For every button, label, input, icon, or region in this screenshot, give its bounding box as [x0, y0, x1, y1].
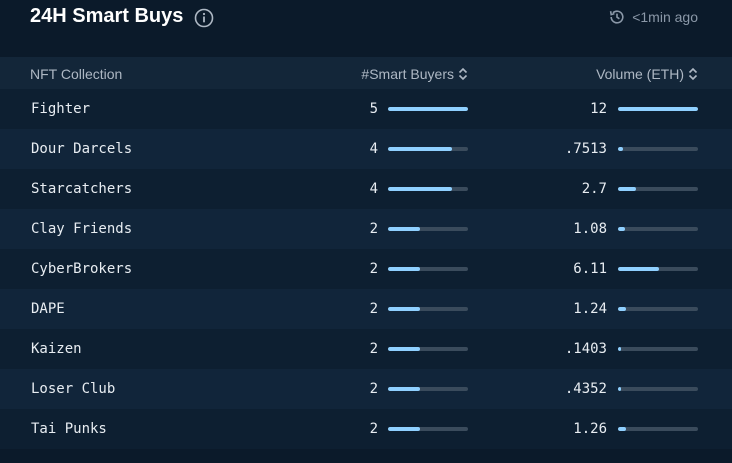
smart-buyers-count: 2	[369, 301, 378, 317]
collection-name[interactable]: Kaizen	[31, 341, 82, 357]
smart-buyers-count: 4	[369, 141, 378, 157]
volume-bar-fill	[618, 307, 627, 311]
smart-buyers-count: 2	[369, 421, 378, 437]
table-row[interactable]: Starcatchers 4 2.7	[0, 169, 732, 209]
table-row[interactable]: Dour Darcels 4 .7513	[0, 129, 732, 169]
volume-bar	[618, 387, 698, 391]
volume-bar-fill	[618, 187, 636, 191]
volume-value: 12	[590, 101, 607, 117]
smart-buyers-bar-fill	[388, 227, 420, 231]
smart-buyers-bar-fill	[388, 267, 420, 271]
column-header-smart-buyers-label: #Smart Buyers	[361, 66, 454, 82]
smart-buyers-bar	[388, 227, 468, 231]
volume-bar	[618, 147, 698, 151]
smart-buyers-bar	[388, 387, 468, 391]
smart-buyers-bar	[388, 307, 468, 311]
smart-buyers-count: 2	[369, 381, 378, 397]
smart-buyers-bar-fill	[388, 427, 420, 431]
smart-buyers-bar-fill	[388, 347, 420, 351]
smart-buyers-bar-fill	[388, 187, 452, 191]
volume-value: 1.26	[573, 421, 607, 437]
collection-name[interactable]: DAPE	[31, 301, 65, 317]
volume-bar-fill	[618, 107, 698, 111]
volume-bar	[618, 187, 698, 191]
table-row[interactable]: CyberBrokers 2 6.11	[0, 249, 732, 289]
smart-buyers-bar	[388, 187, 468, 191]
smart-buyers-count: 2	[369, 221, 378, 237]
table-body: Fighter 5 12 Dour Darcels 4 .7513 Starca…	[0, 89, 732, 449]
smart-buyers-bar	[388, 427, 468, 431]
smart-buyers-count: 2	[369, 261, 378, 277]
panel-title: 24H Smart Buys	[30, 5, 184, 27]
last-updated-text: <1min ago	[632, 9, 698, 25]
volume-bar	[618, 227, 698, 231]
volume-bar	[618, 107, 698, 111]
table-row[interactable]: Fighter 5 12	[0, 89, 732, 129]
collection-name[interactable]: Tai Punks	[31, 421, 107, 437]
volume-value: .1403	[564, 341, 607, 357]
smart-buyers-bar	[388, 147, 468, 151]
column-header-smart-buyers[interactable]: #Smart Buyers	[361, 66, 468, 82]
column-header-volume-label: Volume (ETH)	[596, 66, 684, 82]
table-row[interactable]: Tai Punks 2 1.26	[0, 409, 732, 449]
collection-name[interactable]: Fighter	[31, 101, 91, 117]
column-header-collection: NFT Collection	[30, 66, 122, 82]
smart-buyers-count: 4	[369, 181, 378, 197]
volume-value: 1.08	[573, 221, 607, 237]
volume-bar	[618, 307, 698, 311]
volume-bar	[618, 427, 698, 431]
collection-name[interactable]: Dour Darcels	[31, 141, 133, 157]
smart-buyers-bar-fill	[388, 107, 468, 111]
smart-buyers-bar	[388, 347, 468, 351]
volume-value: 2.7	[581, 181, 607, 197]
sort-icon[interactable]	[458, 67, 468, 81]
volume-bar-fill	[618, 347, 621, 351]
volume-bar	[618, 347, 698, 351]
table-row[interactable]: DAPE 2 1.24	[0, 289, 732, 329]
volume-bar-fill	[618, 427, 627, 431]
volume-bar-fill	[618, 267, 659, 271]
volume-bar-fill	[618, 227, 626, 231]
volume-value: 6.11	[573, 261, 607, 277]
smart-buyers-count: 5	[369, 101, 378, 117]
volume-value: .7513	[564, 141, 607, 157]
smart-buyers-bar-fill	[388, 147, 452, 151]
volume-value: 1.24	[573, 301, 607, 317]
info-icon[interactable]	[194, 8, 214, 28]
panel-header: 24H Smart Buys <1min ago	[0, 0, 732, 57]
smart-buyers-bar-fill	[388, 307, 420, 311]
collection-name[interactable]: CyberBrokers	[31, 261, 133, 277]
volume-value: .4352	[564, 381, 607, 397]
smart-buyers-bar	[388, 107, 468, 111]
collection-name[interactable]: Loser Club	[31, 381, 116, 397]
volume-bar-fill	[618, 147, 623, 151]
sort-icon[interactable]	[688, 67, 698, 81]
clock-icon	[608, 8, 626, 26]
table-row[interactable]: Kaizen 2 .1403	[0, 329, 732, 369]
last-updated: <1min ago	[608, 8, 698, 26]
smart-buyers-bar	[388, 267, 468, 271]
volume-bar	[618, 267, 698, 271]
volume-bar-fill	[618, 387, 621, 391]
table-header: NFT Collection #Smart Buyers Volume (ETH…	[0, 57, 732, 89]
column-header-collection-label: NFT Collection	[30, 66, 123, 82]
table-row[interactable]: Clay Friends 2 1.08	[0, 209, 732, 249]
collection-name[interactable]: Clay Friends	[31, 221, 133, 237]
collection-name[interactable]: Starcatchers	[31, 181, 133, 197]
smart-buyers-bar-fill	[388, 387, 420, 391]
table-row[interactable]: Loser Club 2 .4352	[0, 369, 732, 409]
column-header-volume[interactable]: Volume (ETH)	[596, 66, 698, 82]
smart-buyers-count: 2	[369, 341, 378, 357]
